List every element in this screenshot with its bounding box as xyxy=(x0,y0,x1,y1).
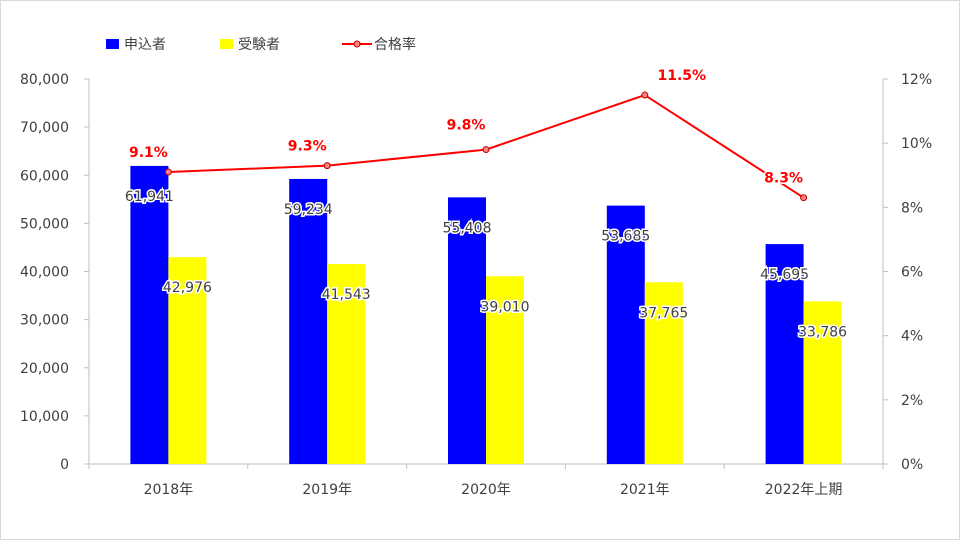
right-tick-label: 8% xyxy=(901,200,923,216)
applicants-value-label: 53,685 xyxy=(601,229,650,245)
examinees-value-label: 33,786 xyxy=(798,324,847,340)
left-tick-label: 80,000 xyxy=(20,72,69,88)
applicants-value-label: 55,408 xyxy=(443,220,492,236)
right-tick-label: 4% xyxy=(901,329,923,345)
pass-rate-value-label: 8.3% xyxy=(764,171,803,187)
pass-rate-point xyxy=(482,146,490,154)
x-category-label: 2019年 xyxy=(302,482,352,498)
right-tick-label: 0% xyxy=(901,457,923,473)
examinees-bar xyxy=(486,276,524,464)
pass-rate-point xyxy=(641,91,649,99)
left-tick-label: 40,000 xyxy=(20,265,69,281)
legend-swatch-applicants xyxy=(106,39,119,49)
legend-swatch-examinees xyxy=(220,39,233,49)
applicants-bar xyxy=(765,244,804,464)
legend-label-applicants: 申込者 xyxy=(124,37,166,53)
examinees-value-label: 39,010 xyxy=(481,299,530,315)
legend-marker-pass-rate xyxy=(353,40,361,48)
right-tick-label: 12% xyxy=(901,72,932,88)
legend-label-examinees: 受験者 xyxy=(238,37,280,53)
applicants-value-label: 45,695 xyxy=(760,267,809,283)
x-category-label: 2018年 xyxy=(144,482,194,498)
right-tick-label: 2% xyxy=(901,393,923,409)
left-tick-label: 70,000 xyxy=(20,120,69,136)
pass-rate-value-label: 9.8% xyxy=(447,118,486,134)
examinees-bar xyxy=(168,257,207,464)
left-tick-label: 0 xyxy=(60,457,69,473)
x-category-label: 2022年上期 xyxy=(765,482,843,498)
applicants-value-label: 61,941 xyxy=(125,189,174,205)
examinees-bar xyxy=(803,301,842,464)
left-tick-label: 20,000 xyxy=(20,361,69,377)
left-tick-label: 30,000 xyxy=(20,313,69,329)
x-category-label: 2020年 xyxy=(461,482,511,498)
applicants-bar xyxy=(289,178,328,464)
right-tick-label: 10% xyxy=(901,136,932,152)
examinees-bar xyxy=(327,264,366,464)
applicants-bar xyxy=(448,197,486,464)
examinees-value-label: 42,976 xyxy=(163,280,212,296)
pass-rate-value-label: 11.5% xyxy=(658,68,707,84)
examinees-value-label: 37,765 xyxy=(639,305,688,321)
applicants-bar xyxy=(606,205,645,464)
pass-rate-point xyxy=(800,194,808,202)
examinees-bar xyxy=(644,282,683,464)
applicants-value-label: 59,234 xyxy=(284,202,333,218)
right-tick-label: 6% xyxy=(901,265,923,281)
pass-rate-value-label: 9.1% xyxy=(129,145,168,161)
legend-label-pass-rate: 合格率 xyxy=(374,36,416,53)
left-tick-label: 10,000 xyxy=(20,409,69,425)
pass-rate-value-label: 9.3% xyxy=(288,139,327,155)
examinees-value-label: 41,543 xyxy=(322,287,371,303)
applicants-bar xyxy=(130,165,169,464)
pass-rate-point xyxy=(323,162,331,170)
x-category-label: 2021年 xyxy=(620,482,670,498)
left-tick-label: 60,000 xyxy=(20,168,69,184)
left-tick-label: 50,000 xyxy=(20,216,69,232)
pass-rate-point xyxy=(164,168,172,176)
